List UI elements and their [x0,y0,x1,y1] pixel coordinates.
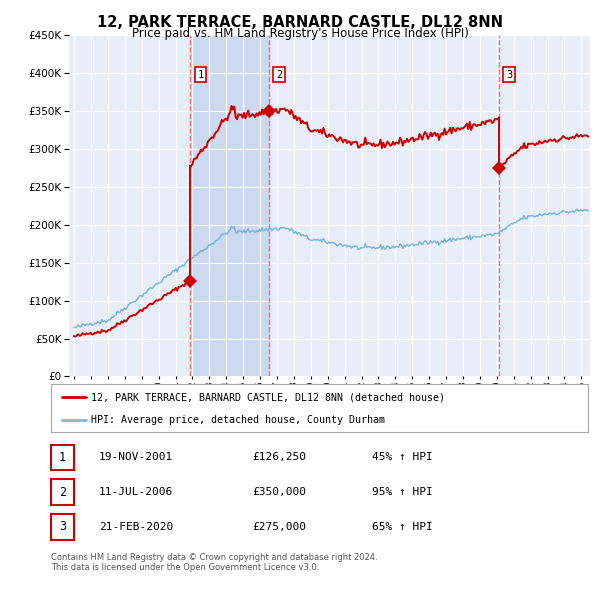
Text: 12, PARK TERRACE, BARNARD CASTLE, DL12 8NN (detached house): 12, PARK TERRACE, BARNARD CASTLE, DL12 8… [91,392,445,402]
Text: 2: 2 [276,70,282,80]
Bar [269,35,499,376]
Text: 45% ↑ HPI: 45% ↑ HPI [372,453,433,462]
Text: 21-FEB-2020: 21-FEB-2020 [99,522,173,532]
Text: Contains HM Land Registry data © Crown copyright and database right 2024.: Contains HM Land Registry data © Crown c… [51,553,377,562]
Bar [190,35,269,376]
Text: £275,000: £275,000 [252,522,306,532]
Text: 19-NOV-2001: 19-NOV-2001 [99,453,173,462]
Text: 65% ↑ HPI: 65% ↑ HPI [372,522,433,532]
Text: 12, PARK TERRACE, BARNARD CASTLE, DL12 8NN: 12, PARK TERRACE, BARNARD CASTLE, DL12 8… [97,15,503,30]
Text: 95% ↑ HPI: 95% ↑ HPI [372,487,433,497]
Text: Price paid vs. HM Land Registry's House Price Index (HPI): Price paid vs. HM Land Registry's House … [131,27,469,40]
Text: 1: 1 [197,70,203,80]
Text: 3: 3 [506,70,512,80]
Text: This data is licensed under the Open Government Licence v3.0.: This data is licensed under the Open Gov… [51,563,319,572]
Text: HPI: Average price, detached house, County Durham: HPI: Average price, detached house, Coun… [91,415,385,425]
Text: 2: 2 [59,486,66,499]
Text: 3: 3 [59,520,66,533]
Text: 11-JUL-2006: 11-JUL-2006 [99,487,173,497]
Text: £350,000: £350,000 [252,487,306,497]
Text: £126,250: £126,250 [252,453,306,462]
Bar [190,35,269,376]
Text: 1: 1 [59,451,66,464]
